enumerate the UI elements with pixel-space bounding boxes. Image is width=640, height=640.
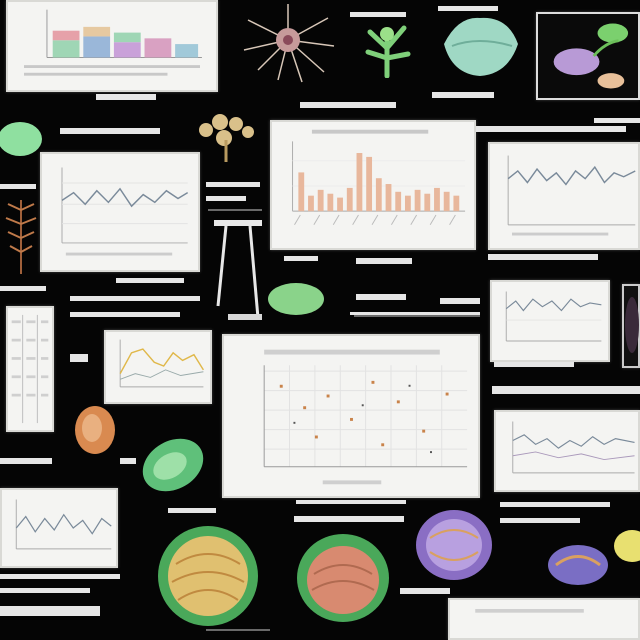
coral-specimen-icon [199,114,254,162]
purple-cell-icon-small [548,545,608,585]
root-specimen [238,0,338,84]
microscope-stand [208,206,268,326]
green-seed-icon [0,122,42,156]
line-graphic [61,167,189,256]
green-pod-icon [142,438,204,492]
sliced-fruit-large [156,524,260,628]
bar-graphic [292,129,466,225]
line-graphic-mid-right [505,291,602,342]
line-graphic-bottom-right [512,421,635,474]
sliced-fruit-medium [294,530,392,626]
sliced-fruit-icon [158,526,258,626]
line-chart-thumbnail-left [40,152,200,272]
flower-photo-icon [553,23,629,89]
line-chart-thumbnail-bottom-right [494,410,640,492]
leaf-specimen-icon [444,17,518,76]
bottom-panel-strip [448,598,640,640]
line-chart-thumbnail-bottom-left [0,488,118,568]
scatter-graphic [263,349,468,485]
dark-specimen-icon [625,297,639,353]
small-line-chart-thumbnail [104,330,212,404]
scatter-chart-main [222,334,480,498]
yellow-line-graphic [119,339,205,388]
leaf-specimen [438,14,522,80]
line-graphic-right [507,155,636,236]
purple-cell-large [414,508,494,582]
yellow-cell-edge [612,528,640,564]
root-specimen-icon [243,4,335,83]
purple-cell-small [542,540,614,590]
microscope-stand-icon [214,220,262,320]
stacked-bar-graphic [24,9,202,76]
fern-specimen-icon [5,200,37,274]
moss-specimen-icon [365,25,411,78]
fern-specimen [4,196,38,276]
line-graphic-bottom-left [15,499,112,550]
flower-photo-panel [536,12,640,100]
yellow-cell-icon [614,530,640,562]
moss-specimen [360,18,414,78]
bar-chart-thumbnail-top-left [6,0,218,92]
green-seed-center [266,280,326,318]
green-seed-icon-center [268,283,324,315]
green-seed-left [0,120,44,158]
strip-graphic [475,609,584,613]
bar-chart-thumbnail-center [270,120,476,250]
line-chart-thumbnail-right [488,142,640,250]
narrow-table-thumbnail [6,306,54,432]
line-chart-thumbnail-mid-right [490,280,610,362]
coral-specimen [194,110,258,164]
orange-seed-icon [75,406,115,454]
purple-cell-icon [416,510,492,580]
sliced-fruit-icon-medium [297,534,389,622]
table-graphic [11,314,49,424]
orange-seed [72,404,118,456]
green-pod [138,430,208,500]
dark-specimen-edge [622,290,640,360]
